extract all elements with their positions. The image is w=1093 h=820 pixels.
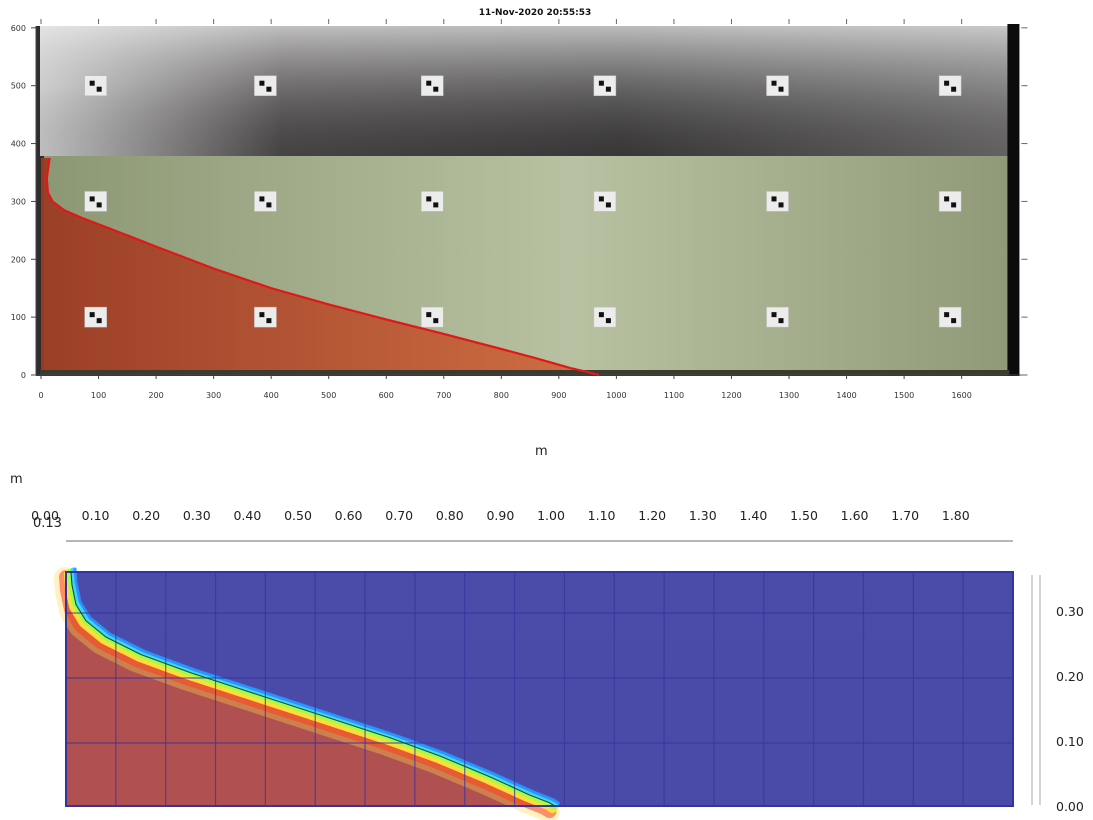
dense-plume-region	[41, 158, 600, 375]
marker-grid	[84, 75, 962, 328]
concentration-band	[70, 567, 559, 807]
top-y-tick-label: 300	[11, 197, 26, 206]
top-y-tick-label: 400	[11, 140, 26, 149]
calibration-marker	[766, 191, 789, 212]
calibration-marker	[766, 306, 789, 328]
bottom-x-tick-label: 0.40	[233, 508, 261, 523]
top-chart: 0 100 200 300 400 500 600 700 800 900 1000 1100 1200…	[11, 19, 1028, 400]
simulation-field	[54, 567, 1013, 820]
calibration-marker	[421, 75, 444, 96]
calibration-marker	[938, 306, 962, 328]
calibration-marker	[593, 75, 617, 96]
top-x-tick-label: 1000	[606, 391, 626, 400]
bottom-x-tick-label: 0.10	[82, 508, 110, 523]
top-x-tick-label: 500	[321, 391, 336, 400]
bottom-x-tick-label: 0.70	[385, 508, 413, 523]
top-x-tick-label: 400	[264, 391, 279, 400]
calibration-marker	[84, 75, 107, 96]
simulation-grid	[65, 571, 1014, 807]
bottom-x-tick-label: 0.50	[284, 508, 312, 523]
top-x-tick-label: 600	[379, 391, 394, 400]
sim-plume-region	[66, 572, 555, 806]
top-x-tick-label: 800	[494, 391, 509, 400]
calibration-marker	[421, 191, 444, 212]
top-y-tick-label: 500	[11, 82, 26, 91]
bottom-x-tick-label: 1.10	[588, 508, 616, 523]
top-x-tick-label: 1400	[836, 391, 856, 400]
bottom-y-tick-label: 0.00	[1056, 799, 1084, 814]
top-x-tick-label: 1300	[779, 391, 799, 400]
calibration-marker	[84, 306, 107, 328]
concentration-band	[73, 567, 560, 805]
bottom-x-tick-label: 0.00	[31, 508, 59, 523]
bottom-x-tick-label: 0.60	[335, 508, 363, 523]
calibration-marker	[254, 191, 277, 212]
bottom-y-tick-label: 0.20	[1056, 669, 1084, 684]
bottom-y-axis-unit: m	[10, 472, 23, 487]
bottom-x-axis-unit: m	[535, 444, 548, 459]
calibration-marker	[593, 306, 617, 328]
calibration-marker	[593, 191, 617, 212]
bottom-x-tick-label: 1.70	[891, 508, 919, 523]
top-x-tick-label: 1500	[894, 391, 914, 400]
calibration-marker	[938, 191, 962, 212]
bottom-x-tick-label: 1.30	[689, 508, 717, 523]
top-x-tick-label: 900	[551, 391, 566, 400]
sim-border	[65, 571, 1014, 807]
calibration-marker	[766, 75, 789, 96]
top-x-tick-label: 300	[206, 391, 221, 400]
top-y-tick-label: 600	[11, 24, 26, 33]
calibration-marker	[84, 191, 107, 212]
calibration-marker	[938, 75, 962, 96]
gas-layer-haze	[40, 26, 1010, 156]
bottom-x-tick-label: 1.80	[942, 508, 970, 523]
interface-line	[45, 157, 600, 377]
calibration-marker	[254, 306, 277, 328]
photo-layers	[36, 24, 1020, 376]
top-x-tick-label: 1200	[721, 391, 741, 400]
bottom-x-tick-label: 1.20	[638, 508, 666, 523]
top-x-tick-label: 700	[436, 391, 451, 400]
bottom-axes: 0.00 0.10 0.20 0.30 0.40 0.50 0.60 0.70 0.80 0.90…	[31, 508, 1084, 814]
top-x-tick-label: 200	[148, 391, 163, 400]
top-chart-title: 11-Nov-2020 20:55:53	[478, 8, 592, 18]
simulated-front-line	[70, 571, 555, 807]
bottom-x-tick-label: 0.20	[132, 508, 160, 523]
top-y-tick-label: 0	[21, 371, 26, 380]
photo-bottom-edge	[40, 370, 1010, 375]
top-y-tick-label: 200	[11, 255, 26, 264]
bottom-x-tick-label: 0.30	[183, 508, 211, 523]
top-y-tick-label: 100	[11, 313, 26, 322]
bottom-x-tick-label: 1.40	[739, 508, 767, 523]
top-axes: 0 100 200 300 400 500 600 700 800 900 1000 1100 1200…	[11, 19, 1028, 400]
bottom-corner-label: 0.13	[33, 516, 62, 531]
top-x-tick-label: 1100	[664, 391, 684, 400]
simulated-front-layer	[70, 571, 555, 807]
bottom-x-tick-label: 1.50	[790, 508, 818, 523]
bottom-x-tick-label: 1.60	[841, 508, 869, 523]
calibration-marker	[254, 75, 277, 96]
bottom-x-tick-label: 0.80	[436, 508, 464, 523]
top-x-tick-label: 1600	[951, 391, 971, 400]
bottom-x-tick-label: 1.00	[537, 508, 565, 523]
bottom-chart: 0.00 0.10 0.20 0.30 0.40 0.50 0.60 0.70 0.80 0.90…	[31, 508, 1084, 820]
calibration-marker	[421, 306, 444, 328]
frame-right-edge	[1007, 24, 1020, 376]
bottom-x-tick-label: 0.90	[486, 508, 514, 523]
top-x-tick-label: 100	[91, 391, 106, 400]
top-x-tick-label: 0	[38, 391, 43, 400]
bottom-y-tick-label: 0.30	[1056, 604, 1084, 619]
bottom-y-tick-label: 0.10	[1056, 734, 1084, 749]
interface-line-layer	[45, 157, 600, 377]
